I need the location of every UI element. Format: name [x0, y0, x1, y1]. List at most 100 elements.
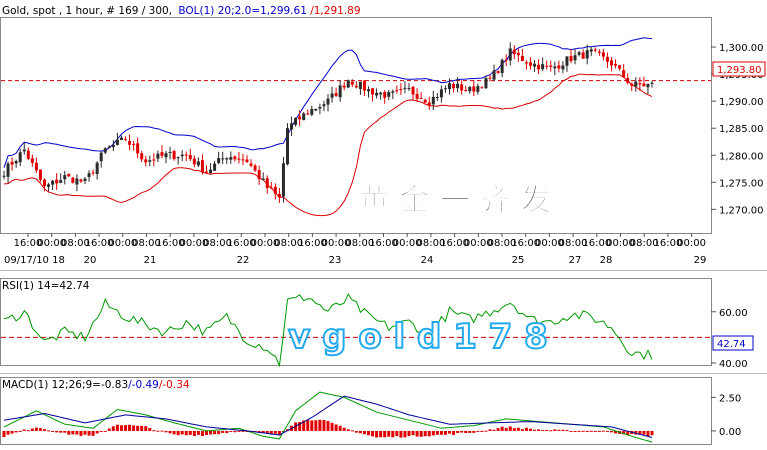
x-date-label: 09/17/10 18: [4, 255, 65, 266]
macd-histogram-bar: [626, 430, 630, 436]
macd-histogram-bar: [322, 420, 326, 431]
watermark-chinese: 黄 金 一 齐 发: [359, 183, 551, 218]
price-panel-frame: [0, 17, 712, 234]
candle-body: [298, 116, 302, 120]
candle-body: [484, 78, 488, 89]
macd-histogram-bar: [180, 430, 184, 435]
candle-body: [192, 158, 196, 165]
candle-body: [569, 55, 573, 62]
macd-histogram-bar: [504, 427, 508, 431]
candle-body: [496, 71, 500, 73]
x-time-label: 00:00: [464, 238, 493, 249]
candle-body: [107, 146, 111, 148]
macd-histogram-bar: [233, 430, 237, 433]
macd-histogram-bar: [168, 430, 172, 434]
macd-histogram-bar: [225, 430, 229, 434]
x-time-label: 16:00: [653, 238, 682, 249]
macd-histogram-bar: [638, 430, 642, 435]
macd-histogram-bar: [589, 430, 593, 432]
macd-title: MACD(1) 12;26;9=-0.83/-0.49/-0.34: [2, 379, 190, 391]
x-time-label: 16:00: [298, 238, 327, 249]
candle-body: [601, 52, 605, 57]
candle-body: [561, 65, 565, 70]
candle-body: [233, 156, 237, 160]
macd-histogram-bar: [128, 424, 132, 431]
candle-body: [593, 49, 597, 51]
x-time-label: 08:00: [61, 238, 90, 249]
macd-histogram-bar: [83, 430, 87, 435]
x-time-label: 16:00: [369, 238, 398, 249]
macd-histogram-bar: [529, 428, 532, 431]
candle-body: [237, 158, 241, 160]
candle-body: [346, 80, 350, 88]
macd-y-tick-label: 2.50: [719, 393, 741, 404]
x-time-label: 00:00: [677, 238, 706, 249]
candle-body: [577, 52, 581, 55]
rsi-line: [3, 293, 653, 368]
macd-histogram-bar: [561, 429, 565, 431]
candle-body: [22, 149, 26, 152]
macd-histogram-bar: [306, 419, 310, 431]
candle-body: [589, 49, 593, 52]
x-time-label: 00:00: [393, 238, 422, 249]
macd-histogram-bar: [318, 419, 322, 431]
candle-body: [443, 88, 447, 90]
macd-histogram-bar: [460, 430, 464, 433]
candle-body: [614, 63, 618, 66]
macd-histogram-bar: [269, 430, 273, 435]
candle-body: [516, 52, 520, 56]
macd-histogram-bar: [111, 426, 115, 431]
macd-histogram-bar: [99, 430, 103, 432]
candle-body: [338, 85, 342, 98]
candle-body: [75, 178, 79, 185]
macd-histogram-bar: [144, 426, 148, 431]
macd-histogram-bar: [67, 430, 71, 435]
candle-body: [38, 169, 42, 180]
macd-histogram-bar: [156, 430, 160, 432]
candle-body: [196, 161, 200, 166]
candle-body: [34, 162, 38, 171]
candle-body: [529, 62, 532, 66]
x-time-label: 00:00: [179, 238, 208, 249]
macd-histogram-bar: [205, 430, 208, 435]
candle-body: [423, 99, 427, 103]
x-time-label: 08:00: [345, 238, 374, 249]
x-time-label: 16:00: [85, 238, 114, 249]
macd-histogram-bar: [601, 430, 605, 432]
macd-histogram-bar: [330, 422, 334, 431]
candle-body: [524, 62, 528, 64]
candle-body: [630, 83, 634, 86]
candle-body: [354, 85, 358, 88]
candle-body: [545, 65, 549, 67]
price-y-tick-label: 1,285.00: [719, 124, 764, 135]
macd-histogram-bar: [423, 430, 427, 437]
macd-histogram-bar: [395, 430, 399, 437]
x-time-label: 16:00: [511, 238, 540, 249]
candle-body: [322, 104, 326, 107]
macd-histogram-bar: [265, 430, 269, 434]
candle-body: [415, 93, 419, 99]
macd-histogram-bar: [334, 424, 338, 431]
candle-body: [47, 184, 51, 187]
candle-body: [302, 113, 306, 121]
macd-histogram-bar: [2, 430, 6, 438]
x-date-label: 22: [237, 255, 250, 266]
candle-body: [79, 179, 83, 182]
macd-histogram-bar: [634, 430, 638, 435]
candle-body: [492, 70, 496, 80]
macd-histogram-bar: [55, 430, 59, 433]
macd-histogram-bar: [47, 430, 51, 432]
macd-histogram-bar: [192, 430, 196, 436]
candle-body: [326, 98, 330, 105]
macd-histogram-bar: [38, 428, 42, 431]
candle-body: [115, 139, 119, 145]
candle-body: [618, 65, 622, 69]
macd-histogram-bar: [350, 430, 354, 432]
candle-body: [55, 179, 59, 184]
candle-body: [241, 159, 245, 161]
candle-body: [464, 90, 468, 92]
macd-histogram-bar: [164, 430, 168, 433]
candle-body: [585, 50, 589, 59]
